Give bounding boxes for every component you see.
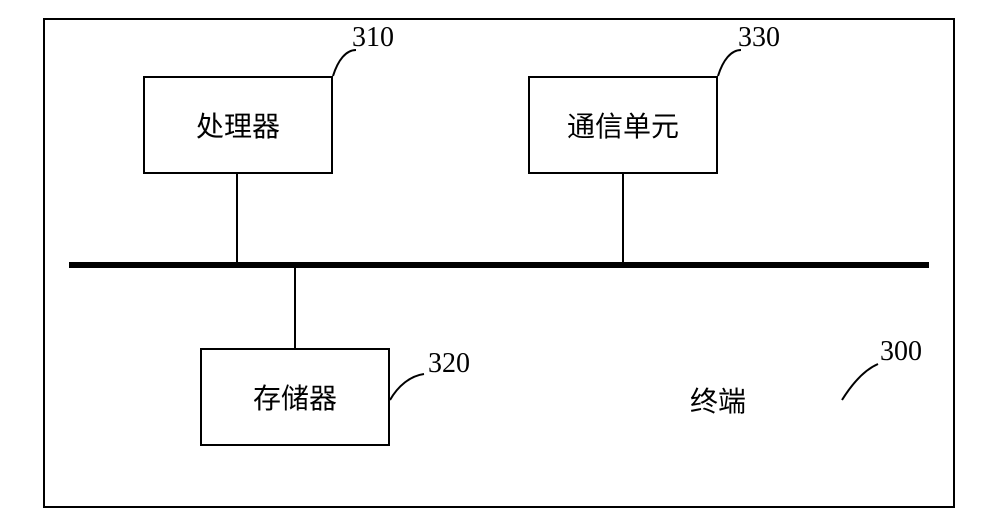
leader-svg (0, 0, 1000, 527)
leader-320-path (390, 374, 424, 400)
ref-320: 320 (428, 348, 470, 380)
leader-300-path (842, 364, 878, 400)
diagram-canvas: 处理器 通信单元 存储器 终端 310 330 320 300 (0, 0, 1000, 527)
ref-330: 330 (738, 22, 780, 54)
ref-310: 310 (352, 22, 394, 54)
ref-300: 300 (880, 336, 922, 368)
